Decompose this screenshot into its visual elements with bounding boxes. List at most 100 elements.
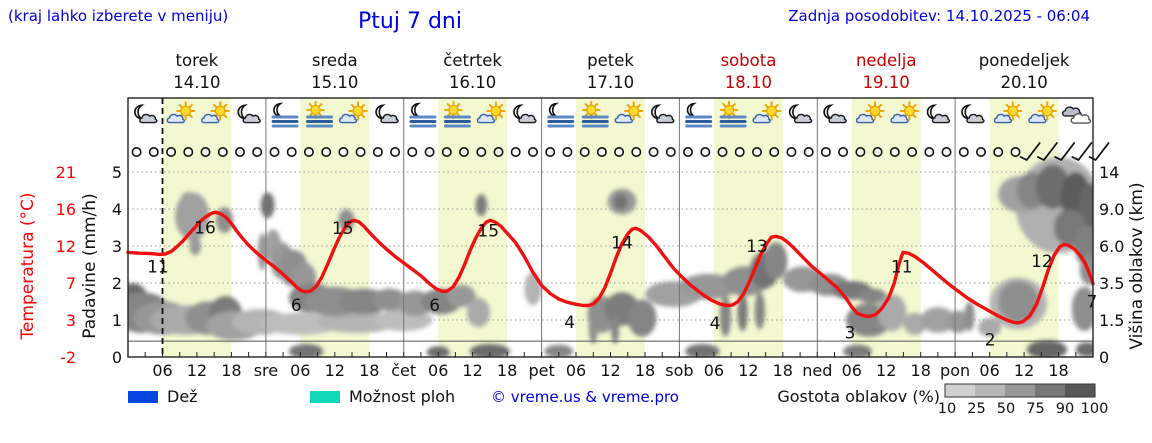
precip-tick: 2 <box>112 274 122 293</box>
wind-barb-icon <box>1088 142 1110 161</box>
credit-link[interactable]: © vreme.us & vreme.pro <box>491 388 679 406</box>
x-hour-label: 12 <box>738 361 758 380</box>
cloud-height-tick: 1.5 <box>1099 311 1124 330</box>
cloud-scale-border <box>944 383 1096 398</box>
x-hour-label: 12 <box>1014 361 1034 380</box>
wind-calm-icon <box>838 147 849 158</box>
wind-calm-icon <box>1010 147 1021 158</box>
day-name: torek <box>176 51 219 70</box>
wind-calm-icon <box>941 147 952 158</box>
cloud-blob <box>764 242 788 280</box>
wind-calm-icon <box>321 147 332 158</box>
weather-icon-sun-cloud <box>476 101 506 124</box>
day-name: ponedeljek <box>979 51 1070 70</box>
wind-calm-icon <box>200 147 211 158</box>
cloud-blob <box>719 295 732 337</box>
wind-calm-icon <box>786 147 797 158</box>
page-title: Ptuj 7 dni <box>358 9 462 34</box>
cloud-blob <box>189 236 201 256</box>
cloud-blob <box>372 288 407 311</box>
temperature-value-label: 4 <box>564 313 575 333</box>
wind-barb-icon <box>1054 142 1076 161</box>
wind-calm-icon <box>872 147 883 158</box>
cloud-scale-segment <box>1065 384 1095 397</box>
weather-icon-moon-cloud <box>375 104 399 124</box>
cloud-blob <box>998 281 1039 322</box>
cloud-blob <box>446 284 476 307</box>
wind-calm-icon <box>924 147 935 158</box>
wind-calm-icon <box>407 147 418 158</box>
cloud-height-axis-label: Višina oblakov (km) <box>1127 182 1147 350</box>
precip-tick: 1 <box>112 311 122 330</box>
weather-icon-moon-cloud <box>926 104 951 124</box>
weather-icon-sun-fog <box>306 100 334 128</box>
cloud-scale-label: 50 <box>997 401 1015 417</box>
weather-icon-moon-fog <box>409 102 437 128</box>
weather-icon-moon-cloud <box>788 104 813 124</box>
weather-icon-sun-cloud <box>855 101 885 124</box>
cloud-blob <box>754 292 765 330</box>
cloud-blob <box>544 344 574 357</box>
cloud-blob <box>426 346 450 357</box>
weather-icon-sun-cloud <box>1028 101 1057 124</box>
wind-calm-icon <box>855 147 866 158</box>
wind-calm-icon <box>907 147 918 158</box>
cloud-blob <box>843 344 872 357</box>
wind-calm-icon <box>527 147 538 158</box>
temperature-value-label: 4 <box>710 314 721 334</box>
weather-icon-moon-fog <box>685 102 713 128</box>
day-name: petek <box>587 51 634 70</box>
temperature-value-label: 7 <box>1086 293 1097 313</box>
wind-calm-icon <box>975 147 986 158</box>
wind-calm-icon <box>579 147 590 158</box>
precipitation-axis-label: Padavine (mm/h) <box>80 193 100 339</box>
wind-calm-icon <box>631 147 642 158</box>
wind-calm-icon <box>269 147 280 158</box>
wind-calm-icon <box>286 147 297 158</box>
weather-icon-sun-cloud <box>166 101 196 124</box>
temp-tick: 7 <box>66 274 76 293</box>
temp-tick: 21 <box>56 163 76 182</box>
wind-calm-icon <box>803 147 814 158</box>
cloud-blob <box>288 344 324 357</box>
wind-calm-icon <box>820 147 831 158</box>
x-hour-label: 06 <box>979 361 999 380</box>
cloud-height-tick: 0 <box>1099 348 1109 367</box>
cloud-scale-segment <box>975 384 1005 397</box>
temperature-value-label: 6 <box>429 296 440 316</box>
temp-tick: 16 <box>56 200 76 219</box>
x-hour-label: 12 <box>187 361 207 380</box>
weather-icon-moon-fog <box>271 102 299 128</box>
day-date: 17.10 <box>587 73 634 92</box>
wind-barb-icon <box>1019 142 1041 161</box>
x-hour-label: 18 <box>773 361 793 380</box>
wind-calm-icon <box>596 147 607 158</box>
weather-icon-sun-cloud <box>614 101 644 124</box>
precip-tick: 4 <box>112 200 122 219</box>
wind-calm-icon <box>235 147 246 158</box>
x-day-label: pon <box>940 361 970 380</box>
wind-calm-icon <box>441 147 452 158</box>
weather-icon-sun-cloud <box>201 101 230 124</box>
wind-calm-icon <box>993 147 1004 158</box>
temperature-value-label: 13 <box>746 237 768 257</box>
cloud-scale-label: 90 <box>1056 401 1074 417</box>
wind-calm-icon <box>734 147 745 158</box>
x-hour-label: 06 <box>152 361 172 380</box>
x-hour-label: 18 <box>221 361 241 380</box>
rain-legend-swatch <box>128 391 158 403</box>
temperature-curve <box>126 210 1095 325</box>
weather-icon-sun-cloud <box>993 101 1023 124</box>
wind-calm-icon <box>769 147 780 158</box>
weather-icon-moon-cloud <box>823 104 847 124</box>
cloud-blob <box>338 209 355 232</box>
cloud-blob <box>613 193 628 210</box>
weather-icon-sun-cloud <box>338 101 368 124</box>
x-day-label: pet <box>528 361 554 380</box>
wind-calm-icon <box>476 147 487 158</box>
temperature-value-label: 15 <box>332 219 354 239</box>
wind-calm-icon <box>665 147 676 158</box>
precip-tick: 5 <box>112 163 122 182</box>
wind-calm-icon <box>717 147 728 158</box>
